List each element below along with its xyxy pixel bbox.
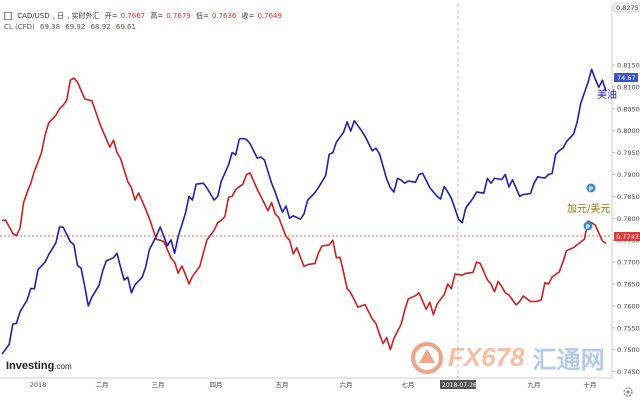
x-tick-label: 十月 [584,380,597,389]
x-tick-label: 七月 [402,380,415,389]
open-label: 开= [104,12,118,20]
top-price-badge: 0.8275 [613,2,640,13]
period-label: 日 [57,12,65,20]
y-tick-label: 0.8100 [617,83,640,91]
x-tick-label: 四月 [210,381,223,389]
y-tick-label: 0.8050 [617,105,640,113]
high-label: 高= [150,12,164,20]
y-tick-label: 0.8000 [617,127,640,135]
cad-price-text: 0.7743 [616,233,639,241]
series-line-cl [1,68,607,355]
low-value: 0.7636 [211,12,237,20]
high-value: 0.7679 [166,12,191,20]
y-tick-label: 0.7650 [617,281,640,289]
y-tick-label: 0.7600 [617,302,640,310]
overlay-value-1: 69.38 [40,23,61,31]
x-tick-label: 六月 [340,380,353,389]
collapse-icon[interactable] [4,12,12,20]
y-tick-label: 0.7850 [617,193,640,201]
crosshair-date-text: 2018-07-26 [442,382,477,389]
y-tick-label: 0.7550 [617,324,640,332]
y-tick-label: 0.7700 [617,259,640,267]
y-tick-label: 0.8150 [617,61,640,69]
investing-suffix: .com [54,362,72,371]
series-layer [1,68,607,355]
top-price-text: 0.8275 [616,4,639,12]
gear-icon[interactable] [623,387,633,397]
y-tick-label: 0.7800 [617,215,640,223]
close-label: 收= [241,12,255,20]
y-tick-label: 0.7950 [617,149,640,157]
y-tick-label: 0.7900 [617,171,640,179]
open-value: 0.7667 [120,12,146,20]
oil-price-text: 74.67 [617,74,636,82]
huitong-text: 汇通网 [532,347,605,374]
series-line-cad-usd [1,77,607,351]
marker-p-icon[interactable]: P [586,183,596,193]
close-value: 0.7649 [257,12,282,20]
fx678-text: FX678 [448,342,525,372]
y-tick-label: 0.7450 [617,368,640,376]
y-axis-ticks: 0.7450 0.7500 0.7550 0.7600 0.7650 0.7700 0.77… [612,61,640,376]
oil-label: 美油 [597,88,617,101]
low-label: 低= [195,12,209,20]
fx678-logo-icon [411,341,443,374]
investing-text: Investing [6,360,55,372]
x-tick-label: 五月 [276,381,289,389]
cad-label: 加元/美元 [567,202,610,215]
source-label: 实时外汇 [71,12,100,20]
y-tick-label: 0.7500 [617,346,640,354]
x-tick-label: 2018 [30,381,47,389]
overlay-symbol: CL (CFD) [4,23,35,31]
x-tick-label: 九月 [528,380,541,389]
x-tick-label: 三月 [152,381,165,389]
overlay-value-4: 69.61 [115,23,136,31]
marker-p2-text: P [586,224,591,231]
symbol-label: CAD/USD [17,12,50,20]
overlay-value-3: 68.92 [90,23,111,31]
oil-price-badge: 74.67 [614,73,638,82]
investing-logo: Investing.com [6,360,72,372]
x-axis-ticks: 2018 二月 三月 四月 五月 六月 七月 九月 十月 [30,380,597,389]
overlay-value-2: 69.92 [65,23,86,31]
chart-header: CAD/USD, 日, 实时外汇 开= 0.7667 高= 0.7679 低= 0.7… [4,11,285,21]
cad-price-badge: 0.7743 [614,232,640,241]
marker-p-text: P [589,186,594,193]
marker-p2-icon[interactable]: P [583,221,593,231]
crosshair-date-badge: 2018-07-26 [440,380,477,389]
overlay-header: CL (CFD) 69.38 69.92 68.92 69.61 [4,23,139,31]
x-tick-label: 二月 [96,381,109,389]
fx678-watermark: FX678 汇通网 [410,340,605,375]
